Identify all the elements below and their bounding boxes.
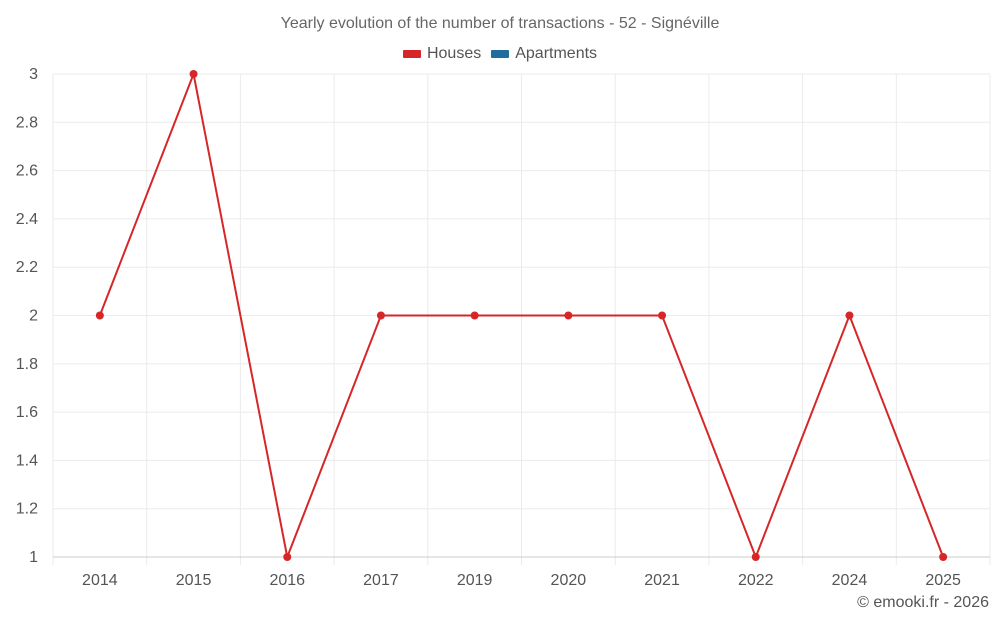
- legend-label-apartments: Apartments: [515, 45, 598, 62]
- data-point: [564, 311, 573, 320]
- y-tick-label: 2: [29, 308, 38, 325]
- x-tick-label: 2022: [738, 572, 774, 589]
- legend: Houses Apartments: [0, 45, 1000, 63]
- x-tick-label: 2014: [82, 572, 118, 589]
- houses-swatch-icon: [402, 50, 421, 58]
- data-point: [376, 311, 385, 320]
- data-point: [939, 553, 948, 561]
- data-point: [95, 311, 104, 320]
- y-tick-label: 2.8: [16, 114, 38, 131]
- x-tick-label: 2024: [832, 572, 868, 589]
- y-tick-label: 3: [29, 66, 38, 83]
- x-tick-label: 2016: [269, 572, 305, 589]
- y-tick-label: 1.8: [16, 356, 38, 373]
- y-tick-label: 2.6: [16, 163, 38, 180]
- x-tick-label: 2020: [551, 572, 587, 589]
- data-point: [470, 311, 479, 320]
- y-tick-label: 1.6: [16, 404, 38, 421]
- legend-label-houses: Houses: [426, 45, 482, 62]
- y-tick-label: 1.4: [16, 452, 38, 469]
- x-tick-label: 2019: [457, 572, 493, 589]
- y-tick-label: 1: [29, 549, 38, 566]
- x-tick-label: 2015: [176, 572, 212, 589]
- y-tick-label: 1.2: [16, 501, 38, 518]
- y-tick-label: 2.2: [16, 259, 38, 276]
- data-point: [283, 553, 292, 561]
- legend-item-houses[interactable]: Houses: [402, 45, 482, 63]
- apartments-swatch-icon: [491, 50, 510, 58]
- series-line-houses: [98, 70, 945, 561]
- y-tick-label: 2.4: [16, 211, 38, 228]
- x-tick-label: 2025: [925, 572, 961, 589]
- data-point: [751, 553, 760, 561]
- x-tick-label: 2021: [644, 572, 680, 589]
- data-point: [658, 311, 667, 320]
- data-point: [845, 311, 854, 320]
- chart-title: Yearly evolution of the number of transa…: [280, 15, 720, 32]
- data-point: [189, 70, 198, 78]
- credit-text: © emooki.fr - 2026: [857, 594, 989, 611]
- legend-item-apartments[interactable]: Apartments: [491, 45, 597, 63]
- x-tick-label: 2017: [363, 572, 399, 589]
